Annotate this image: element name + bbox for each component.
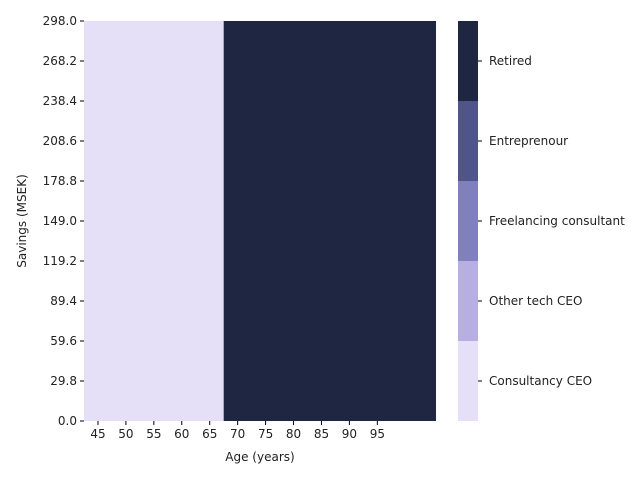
x-tick-label: 90 <box>342 427 357 441</box>
colorbar-legend: Consultancy CEO Other tech CEO Freelancing… <box>458 21 625 421</box>
y-axis-label: Savings (MSEK) <box>15 174 29 267</box>
colorbar-tick-label: Freelancing consultant <box>489 214 625 228</box>
x-axis: 45 50 55 60 65 70 75 80 85 90 95 <box>90 421 385 441</box>
heatmap-region-1 <box>223 21 436 421</box>
y-tick-label: 149.0 <box>43 214 77 228</box>
x-tick-label: 45 <box>90 427 105 441</box>
colorbar-tick-label: Other tech CEO <box>489 294 582 308</box>
y-tick-label: 89.4 <box>50 294 77 308</box>
y-tick-label: 238.4 <box>43 94 77 108</box>
y-tick-label: 29.8 <box>50 374 77 388</box>
colorbar-tick-label: Consultancy CEO <box>489 374 592 388</box>
colorbar-segment <box>458 341 478 421</box>
y-tick-label: 178.8 <box>43 174 77 188</box>
y-tick-label: 298.0 <box>43 14 77 28</box>
y-tick-label: 119.2 <box>43 254 77 268</box>
colorbar-segment <box>458 261 478 341</box>
y-tick-label: 59.6 <box>50 334 77 348</box>
x-tick-label: 95 <box>370 427 385 441</box>
colorbar-segment <box>458 181 478 261</box>
y-tick-label: 268.2 <box>43 54 77 68</box>
y-axis: 0.0 29.8 59.6 89.4 119.2 149.0 178.8 208.6 238.4… <box>43 14 84 428</box>
colorbar-segment <box>458 21 478 101</box>
x-tick-label: 50 <box>118 427 133 441</box>
x-tick-label: 80 <box>286 427 301 441</box>
x-tick-label: 85 <box>314 427 329 441</box>
colorbar-segment <box>458 101 478 181</box>
x-axis-label: Age (years) <box>225 450 294 464</box>
x-tick-label: 75 <box>258 427 273 441</box>
y-tick-label: 208.6 <box>43 134 77 148</box>
colorbar-tick-label: Entreprenour <box>489 134 568 148</box>
x-tick-label: 60 <box>174 427 189 441</box>
x-tick-label: 55 <box>146 427 161 441</box>
x-tick-label: 70 <box>230 427 245 441</box>
x-tick-label: 65 <box>202 427 217 441</box>
colorbar-tick-label: Retired <box>489 54 532 68</box>
heatmap-cells <box>84 21 436 421</box>
heatmap-region-0 <box>84 21 224 421</box>
y-tick-label: 0.0 <box>58 414 77 428</box>
